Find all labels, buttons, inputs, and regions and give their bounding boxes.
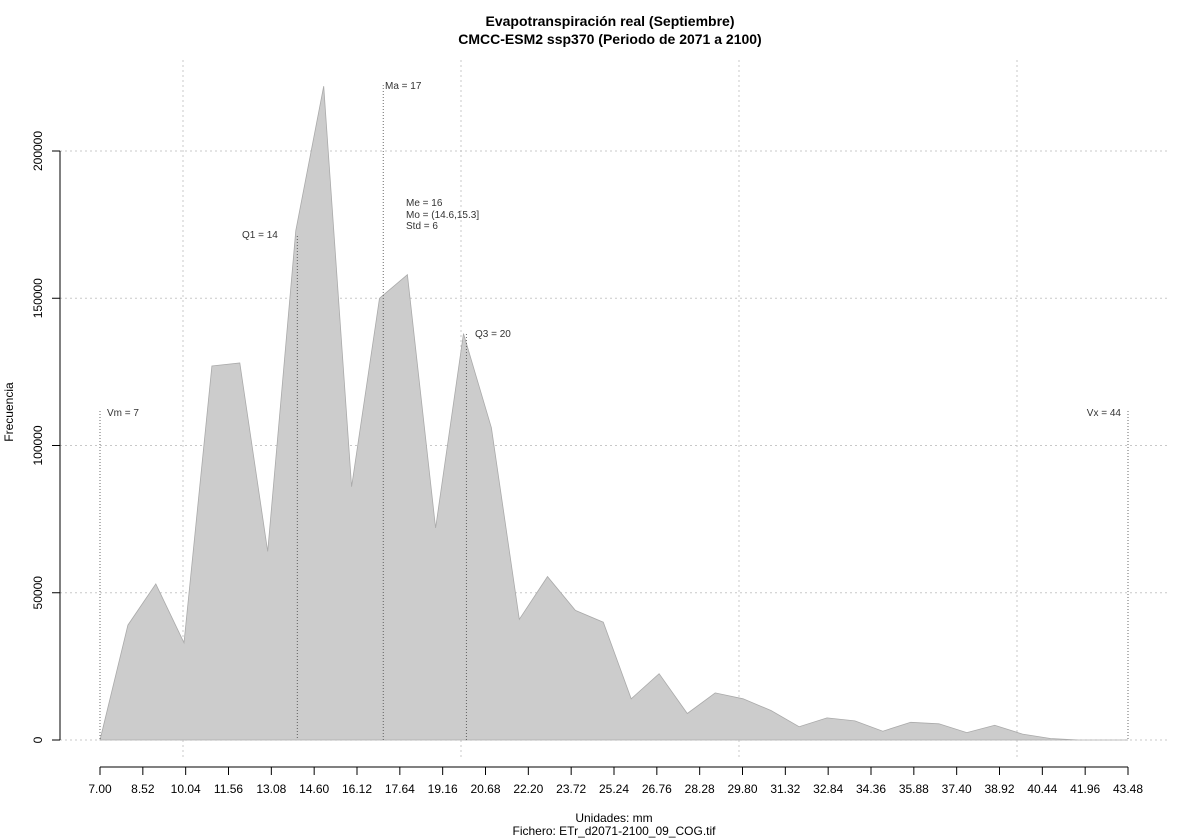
- annotation-mode: Mo = (14.6,15.3]: [406, 210, 479, 221]
- x-axis-label: Unidades: mm: [575, 811, 652, 825]
- y-tick-label: 50000: [31, 576, 45, 610]
- x-tick-label: 25.24: [599, 782, 629, 796]
- y-tick-label: 150000: [31, 278, 45, 318]
- x-tick-label: 35.88: [899, 782, 929, 796]
- x-tick-label: 8.52: [131, 782, 155, 796]
- annotation-vm: Vm = 7: [107, 408, 139, 419]
- x-tick-label: 34.36: [856, 782, 886, 796]
- x-tick-label: 28.28: [685, 782, 715, 796]
- x-tick-label: 40.44: [1027, 782, 1057, 796]
- y-axis-label: Frecuencia: [2, 382, 16, 442]
- frequency-area: [99, 86, 1128, 741]
- x-tick-label: 41.96: [1070, 782, 1100, 796]
- statistic-lines: [99, 85, 1129, 740]
- x-tick-label: 13.08: [256, 782, 286, 796]
- annotation-vx: Vx = 44: [1087, 408, 1122, 419]
- file-caption: Fichero: ETr_d2071-2100_09_COG.tif: [513, 824, 717, 838]
- annotation-ma: Ma = 17: [385, 81, 422, 92]
- x-tick-label: 26.76: [642, 782, 672, 796]
- x-tick-label: 20.68: [470, 782, 500, 796]
- x-tick-label: 22.20: [513, 782, 543, 796]
- x-tick-label: 10.04: [171, 782, 201, 796]
- x-tick-label: 37.40: [942, 782, 972, 796]
- x-axis: 7.00 8.52 10.04 11.56 13.08 14.60 16.12 17.64 19…: [88, 766, 1143, 796]
- y-tick-label: 200000: [31, 131, 45, 171]
- x-tick-label: 17.64: [385, 782, 415, 796]
- y-tick-label: 0: [31, 736, 45, 743]
- x-tick-label: 43.48: [1113, 782, 1143, 796]
- y-axis: 0 50000 100000 150000 200000: [31, 131, 61, 743]
- x-tick-label: 31.32: [770, 782, 800, 796]
- x-tick-label: 23.72: [556, 782, 586, 796]
- x-tick-label: 19.16: [428, 782, 458, 796]
- x-tick-label: 14.60: [299, 782, 329, 796]
- annotation-q3: Q3 = 20: [475, 329, 511, 340]
- y-tick-label: 100000: [31, 425, 45, 465]
- x-tick-label: 29.80: [727, 782, 757, 796]
- annotation-q1: Q1 = 14: [242, 230, 278, 241]
- annotation-median: Me = 16: [406, 198, 443, 209]
- chart-title: Evapotranspiración real (Septiembre): [486, 13, 735, 29]
- x-tick-label: 7.00: [88, 782, 112, 796]
- x-tick-label: 16.12: [342, 782, 372, 796]
- x-tick-label: 11.56: [214, 782, 243, 796]
- annotation-std: Std = 6: [406, 221, 438, 232]
- x-tick-label: 32.84: [813, 782, 843, 796]
- chart-subtitle: CMCC-ESM2 ssp370 (Periodo de 2071 a 2100…: [458, 31, 761, 47]
- x-tick-label: 38.92: [984, 782, 1014, 796]
